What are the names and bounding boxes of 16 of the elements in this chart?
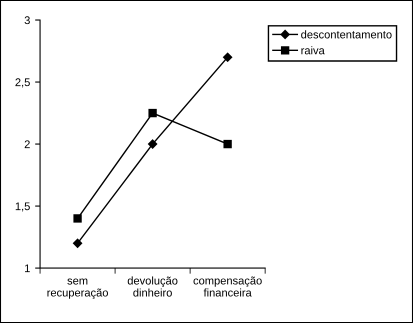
- point: [72, 238, 82, 248]
- legend-label: descontentamento: [301, 30, 392, 38]
- y-tick-label: 1,5: [16, 202, 30, 212]
- point: [148, 139, 158, 149]
- x-tick-label: devolução dinheiro: [128, 276, 178, 297]
- point: [73, 214, 82, 223]
- y-tick-label: 1: [25, 264, 30, 272]
- x-tick-label: sem recuperação: [47, 278, 108, 299]
- point: [223, 52, 232, 62]
- y-tick-label: 3: [24, 16, 30, 24]
- x-tick-label: compensação financeira: [194, 276, 262, 297]
- point: [148, 108, 157, 118]
- point: [223, 140, 232, 148]
- legend-label: raiva: [301, 46, 325, 54]
- y-tick-label: 2,5: [15, 78, 30, 88]
- y-tick-label: 2: [24, 140, 30, 148]
